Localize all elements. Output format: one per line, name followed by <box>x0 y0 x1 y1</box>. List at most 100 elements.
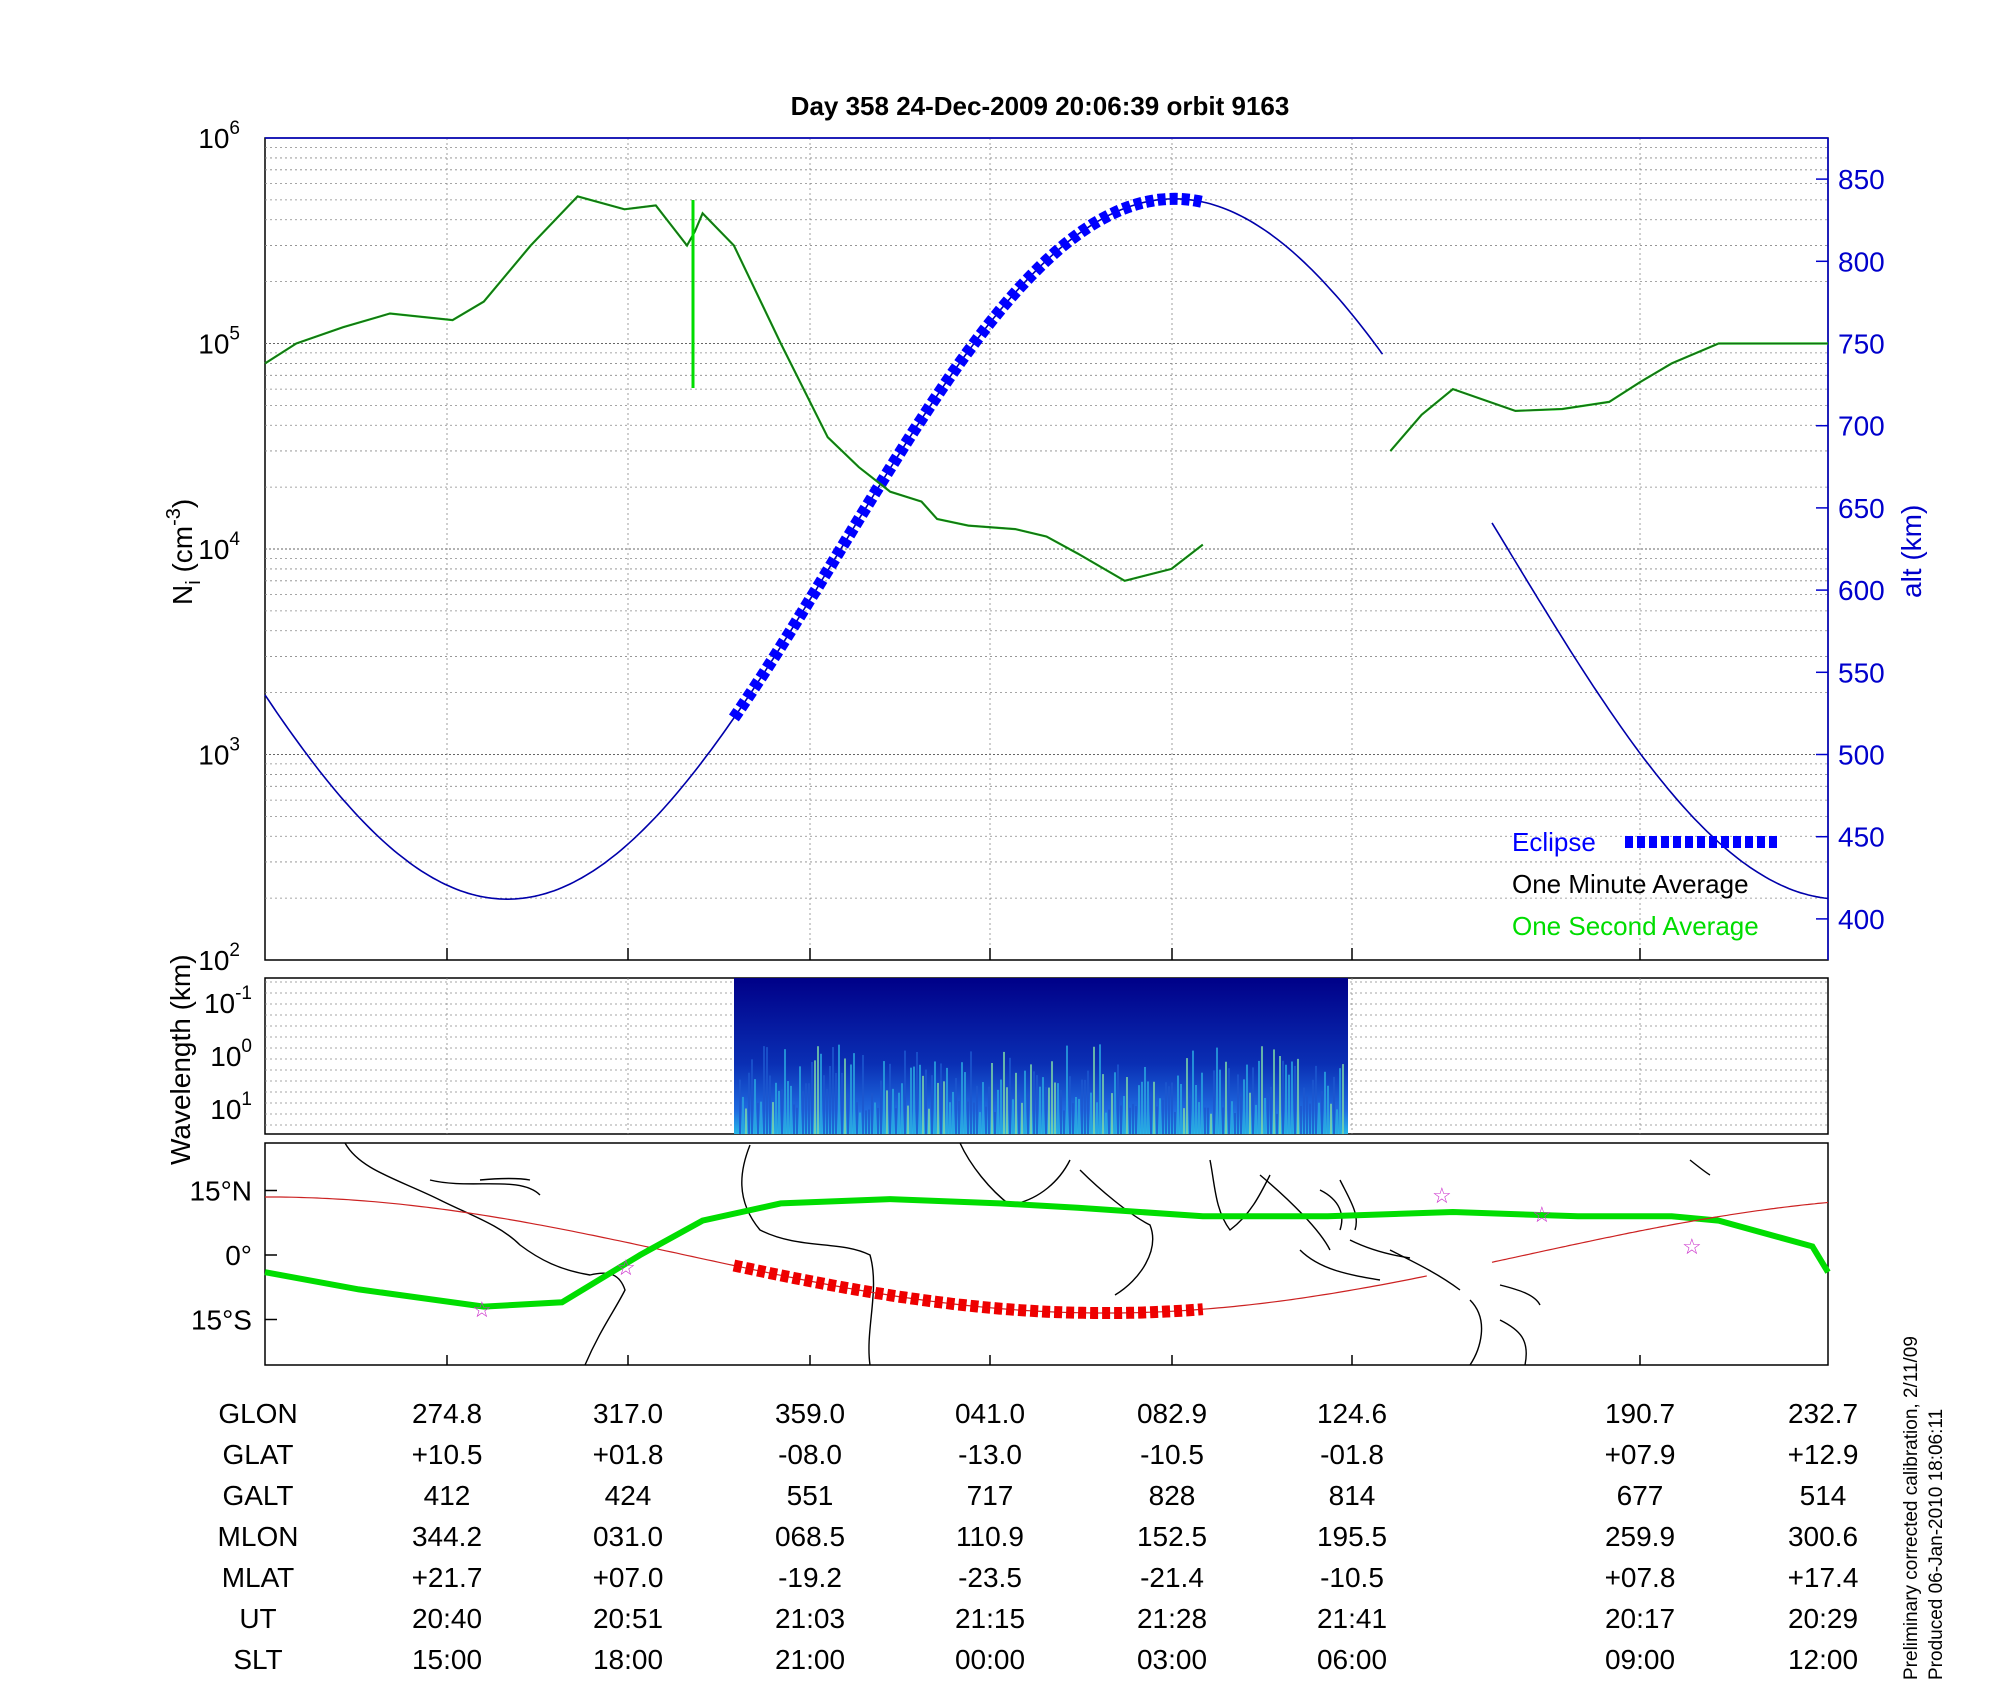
right-tick-label: 500 <box>1838 740 1885 771</box>
left-tick-label: 104 <box>198 529 240 565</box>
table-cell: 274.8 <box>411 1398 483 1429</box>
table-cell: 551 <box>786 1480 834 1511</box>
spectrogram-streaks <box>739 1044 1344 1134</box>
table-cell: 041.0 <box>954 1398 1026 1429</box>
table-cell: +10.5 <box>411 1439 483 1470</box>
table-cell: 18:00 <box>592 1644 664 1675</box>
table-row-label: MLAT <box>221 1562 295 1593</box>
table-cell: 195.5 <box>1316 1521 1388 1552</box>
eclipse-segment <box>728 192 1205 722</box>
right-tick-label: 750 <box>1838 329 1885 360</box>
star-icon: ☆ <box>1682 1234 1702 1259</box>
table-cell: 424 <box>604 1480 652 1511</box>
chart-title: Day 358 24-Dec-2009 20:06:39 orbit 9163 <box>791 91 1290 121</box>
top-grid <box>265 137 1828 960</box>
left-axis-label: Ni (cm-3) <box>163 499 205 605</box>
table-cell: 110.9 <box>956 1521 1024 1552</box>
table-cell: -10.5 <box>1140 1439 1204 1470</box>
star-icon: ☆ <box>472 1297 492 1322</box>
table-cell: 359.0 <box>774 1398 846 1429</box>
orbit-ground-track-segment2 <box>1491 1201 1829 1263</box>
table-cell: 09:00 <box>1604 1644 1676 1675</box>
table-cell: -10.5 <box>1320 1562 1384 1593</box>
footnote-line-1: Preliminary corrected calibration, 2/11/… <box>1901 1336 1922 1680</box>
table-cell: -01.8 <box>1320 1439 1384 1470</box>
right-tick-label: 550 <box>1838 657 1885 688</box>
star-icon: ☆ <box>1432 1183 1452 1208</box>
table-cell: 21:03 <box>774 1603 846 1634</box>
table-cell: +17.4 <box>1787 1562 1859 1593</box>
star-icon: ☆ <box>616 1255 636 1280</box>
map-eclipse-segment <box>732 1259 1204 1319</box>
table-cell: 344.2 <box>411 1521 483 1552</box>
table-cell: +21.7 <box>411 1562 483 1593</box>
right-axis-label: alt (km) <box>1896 505 1927 598</box>
right-tick-label: 700 <box>1838 411 1885 442</box>
map-tick-label: 15°N <box>189 1176 252 1207</box>
table-cell: -21.4 <box>1140 1562 1204 1593</box>
table-cell: 677 <box>1616 1480 1664 1511</box>
table-cell: 232.7 <box>1787 1398 1859 1429</box>
table-cell: 20:51 <box>592 1603 664 1634</box>
right-tick-label: 600 <box>1838 575 1885 606</box>
spectrogram-tick-label: 100 <box>210 1036 252 1072</box>
table-cell: 259.9 <box>1604 1521 1676 1552</box>
table-row-label: GALT <box>222 1480 294 1511</box>
top-panel: 106 105 104 103 102 850 800 750 700 650 600 550 500… <box>163 118 1927 976</box>
table-cell: -08.0 <box>778 1439 842 1470</box>
table-cell: -13.0 <box>958 1439 1022 1470</box>
one-minute-average-line <box>264 195 1204 582</box>
map-tick-label: 0° <box>225 1240 252 1271</box>
spectrogram-panel: 10-1 100 101 Wavelength (km) <box>165 954 1829 1165</box>
coastlines <box>344 1142 1711 1366</box>
table-row-label: GLAT <box>222 1439 294 1470</box>
spectrogram-ticks: 10-1 100 101 <box>204 983 252 1125</box>
left-tick-label: 106 <box>198 118 240 154</box>
one-minute-average-line-segment2 <box>1389 342 1828 452</box>
spectrogram-tick-label: 10-1 <box>204 983 252 1019</box>
table-cell: 317.0 <box>592 1398 664 1429</box>
legend-one-second: One Second Average <box>1512 911 1759 941</box>
map-ticks: 15°N 0° 15°S <box>189 1176 1641 1365</box>
table-cell: -19.2 <box>778 1562 842 1593</box>
right-tick-label: 800 <box>1838 246 1885 277</box>
table-cell: 20:29 <box>1787 1603 1859 1634</box>
table-cell: 190.7 <box>1604 1398 1676 1429</box>
left-tick-label: 103 <box>198 735 240 771</box>
table-row-label: SLT <box>233 1644 283 1675</box>
legend-eclipse: Eclipse <box>1512 827 1596 857</box>
table-cell: +07.8 <box>1604 1562 1676 1593</box>
table-cell: 06:00 <box>1316 1644 1388 1675</box>
table-cell: 20:17 <box>1604 1603 1676 1634</box>
magnetic-markers: ☆ ☆ ☆ ☆ ☆ <box>472 1183 1702 1322</box>
table-cell: 15:00 <box>411 1644 483 1675</box>
map-tick-label: 15°S <box>191 1305 252 1336</box>
table-row-label: GLON <box>218 1398 298 1429</box>
table-cell: 12:00 <box>1787 1644 1859 1675</box>
table-cell: +07.9 <box>1604 1439 1676 1470</box>
map-panel: 15°N 0° 15°S ☆ ☆ ☆ ☆ ☆ <box>189 1142 1831 1366</box>
left-axis-ticks: 106 105 104 103 102 <box>198 118 240 976</box>
table-cell: 21:41 <box>1316 1603 1388 1634</box>
table-cell: 514 <box>1799 1480 1847 1511</box>
table-cell: 00:00 <box>954 1644 1026 1675</box>
right-tick-label: 850 <box>1838 164 1885 195</box>
spectrogram-ylabel: Wavelength (km) <box>165 954 196 1165</box>
satellite-track <box>264 1196 1831 1310</box>
legend-one-minute: One Minute Average <box>1512 869 1749 899</box>
right-tick-label: 400 <box>1838 904 1885 935</box>
table-cell: 082.9 <box>1136 1398 1208 1429</box>
table-cell: 300.6 <box>1787 1521 1859 1552</box>
star-icon: ☆ <box>1532 1202 1552 1227</box>
table-cell: 21:28 <box>1136 1603 1208 1634</box>
table-cell: +01.8 <box>592 1439 664 1470</box>
right-tick-label: 450 <box>1838 822 1885 853</box>
right-axis-ticks: 850 800 750 700 650 600 550 500 450 400 <box>1816 164 1885 935</box>
altitude-line-segment2 <box>1491 522 1829 900</box>
table-cell: -23.5 <box>958 1562 1022 1593</box>
table-cell: 03:00 <box>1136 1644 1208 1675</box>
footnote-line-2: Produced 06-Jan-2010 18:06:11 <box>1926 1409 1947 1680</box>
legend: Eclipse One Minute Average One Second Av… <box>1512 827 1778 941</box>
table-cell: 828 <box>1148 1480 1196 1511</box>
